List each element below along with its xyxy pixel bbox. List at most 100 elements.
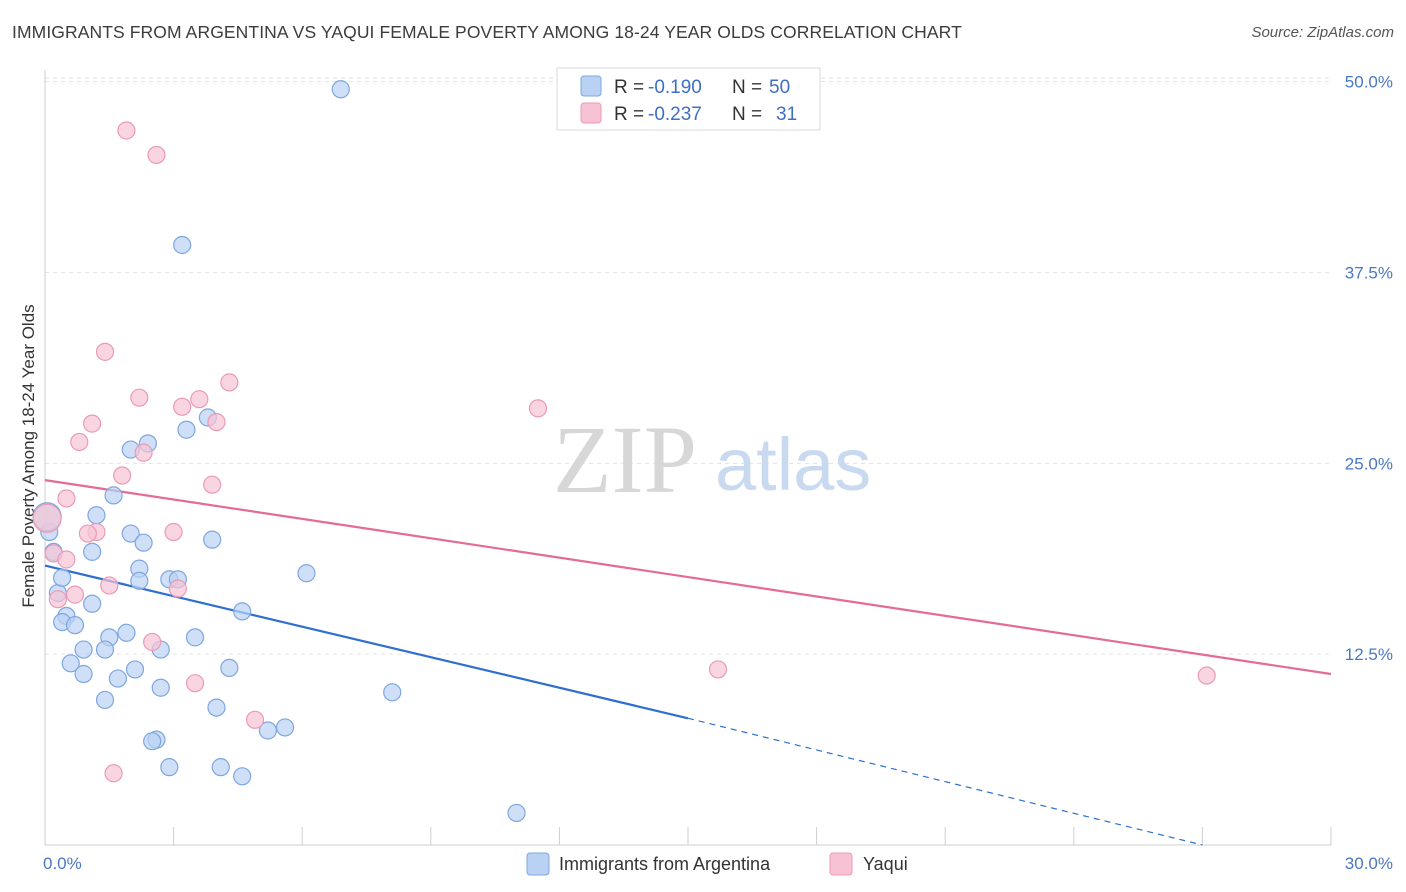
argentina-point (258, 721, 278, 740)
argentina-point (87, 506, 106, 525)
argentina-point (173, 235, 192, 255)
yaqui-point (95, 342, 115, 361)
argentina-point (65, 616, 85, 635)
argentina-point (185, 628, 205, 647)
argentina-point (211, 758, 230, 777)
argentina-point (331, 80, 350, 99)
yaqui-point (57, 550, 76, 569)
trend-lines (44, 479, 1332, 846)
y-tick-label: 25.0% (1345, 454, 1393, 473)
legend-n-label-pink: N = (732, 104, 767, 125)
series-legend-label-yaqui: Yaqui (863, 854, 908, 874)
argentina-point (83, 542, 102, 561)
argentina-point (108, 669, 127, 688)
x-tick-label: 0.0% (43, 854, 82, 873)
argentina-point (507, 803, 526, 823)
chart-title: IMMIGRANTS FROM ARGENTINA VS YAQUI FEMAL… (12, 22, 962, 42)
yaqui-point (32, 503, 62, 533)
yaqui-point (164, 522, 183, 542)
argentina-point (177, 420, 196, 439)
axes (44, 70, 1331, 846)
yaqui-point (70, 432, 89, 452)
series-legend-swatch-yaqui (829, 852, 853, 876)
argentina-point (121, 524, 140, 543)
yaqui-point (113, 466, 132, 485)
legend-r-label-pink: R = (614, 104, 649, 125)
argentina-point (160, 758, 179, 777)
yaqui-trend-line (44, 479, 1332, 676)
legend-n-value-pink: 31 (776, 104, 797, 125)
argentina-point (74, 664, 93, 684)
argentina-trend-line (44, 564, 689, 720)
yaqui-point (245, 710, 265, 729)
argentina-point (297, 564, 316, 583)
argentina-point (125, 660, 145, 679)
series-legend-swatch-argentina (526, 852, 550, 876)
argentina-point (117, 623, 136, 642)
yaqui-point (207, 412, 226, 432)
watermark-atlas: atlas (715, 423, 871, 506)
argentina-point (143, 732, 162, 751)
y-axis-label: Female Poverty Among 18-24 Year Olds (19, 304, 38, 607)
yaqui-point (220, 373, 239, 392)
yaqui-point (83, 414, 102, 433)
argentina-point (83, 594, 102, 613)
argentina-point (233, 767, 252, 786)
tick-labels: 12.5% 25.0% 37.5% 50.0% 0.0% 30.0% (43, 73, 1393, 873)
argentina-point (275, 718, 295, 737)
argentina-point (130, 571, 149, 590)
argentina-trend-extension (687, 717, 1203, 846)
yaqui-point (708, 660, 728, 679)
argentina-point (220, 658, 239, 677)
yaqui-point (168, 579, 187, 598)
yaqui-point (78, 524, 97, 543)
yaqui-point (130, 388, 149, 407)
yaqui-point (48, 590, 67, 609)
yaqui-point (147, 145, 166, 165)
y-tick-label: 37.5% (1345, 263, 1393, 282)
argentina-point (207, 698, 226, 717)
argentina-point (151, 678, 170, 697)
argentina-point (233, 602, 252, 621)
legend-swatch-pink (580, 102, 602, 124)
yaqui-point (143, 632, 162, 652)
legend-swatch-blue (580, 75, 602, 97)
yaqui-point (185, 674, 205, 693)
argentina-point (203, 530, 222, 549)
argentina-point (104, 486, 123, 505)
yaqui-point (134, 443, 153, 462)
argentina-point (134, 533, 153, 552)
yaqui-point (117, 121, 136, 140)
argentina-point (53, 568, 72, 587)
yaqui-point (528, 399, 548, 418)
yaqui-point (1197, 666, 1216, 685)
yaqui-point (190, 390, 209, 409)
yaqui-point (100, 576, 119, 595)
yaqui-point (57, 489, 76, 508)
x-tick-label: 30.0% (1345, 854, 1393, 873)
legend-n-value-blue: 50 (769, 77, 790, 98)
legend-r-label-blue: R = (614, 77, 649, 98)
data-points (32, 80, 1216, 823)
argentina-point (383, 683, 402, 702)
y-tick-label: 50.0% (1345, 73, 1393, 92)
legend: R = -0.190 N = 50 R = -0.237 N = 31 (556, 67, 821, 131)
series-legend-label-argentina: Immigrants from Argentina (559, 854, 771, 874)
argentina-point (74, 640, 93, 659)
watermark: ZIP atlas (553, 406, 871, 513)
argentina-point (61, 654, 80, 673)
source-credit: Source: ZipAtlas.com (1251, 24, 1394, 41)
legend-r-value-pink: -0.237 (648, 104, 702, 125)
watermark-zip: ZIP (553, 406, 697, 513)
y-tick-label: 12.5% (1345, 645, 1393, 664)
yaqui-point (104, 764, 123, 783)
series-legend: Immigrants from Argentina Yaqui (526, 852, 908, 876)
yaqui-point (203, 475, 222, 494)
legend-r-value-blue: -0.190 (648, 77, 702, 98)
yaqui-point (65, 585, 85, 604)
argentina-point (95, 640, 115, 659)
yaqui-point (173, 397, 192, 416)
legend-n-label-blue: N = (732, 77, 767, 98)
argentina-point (95, 690, 115, 710)
